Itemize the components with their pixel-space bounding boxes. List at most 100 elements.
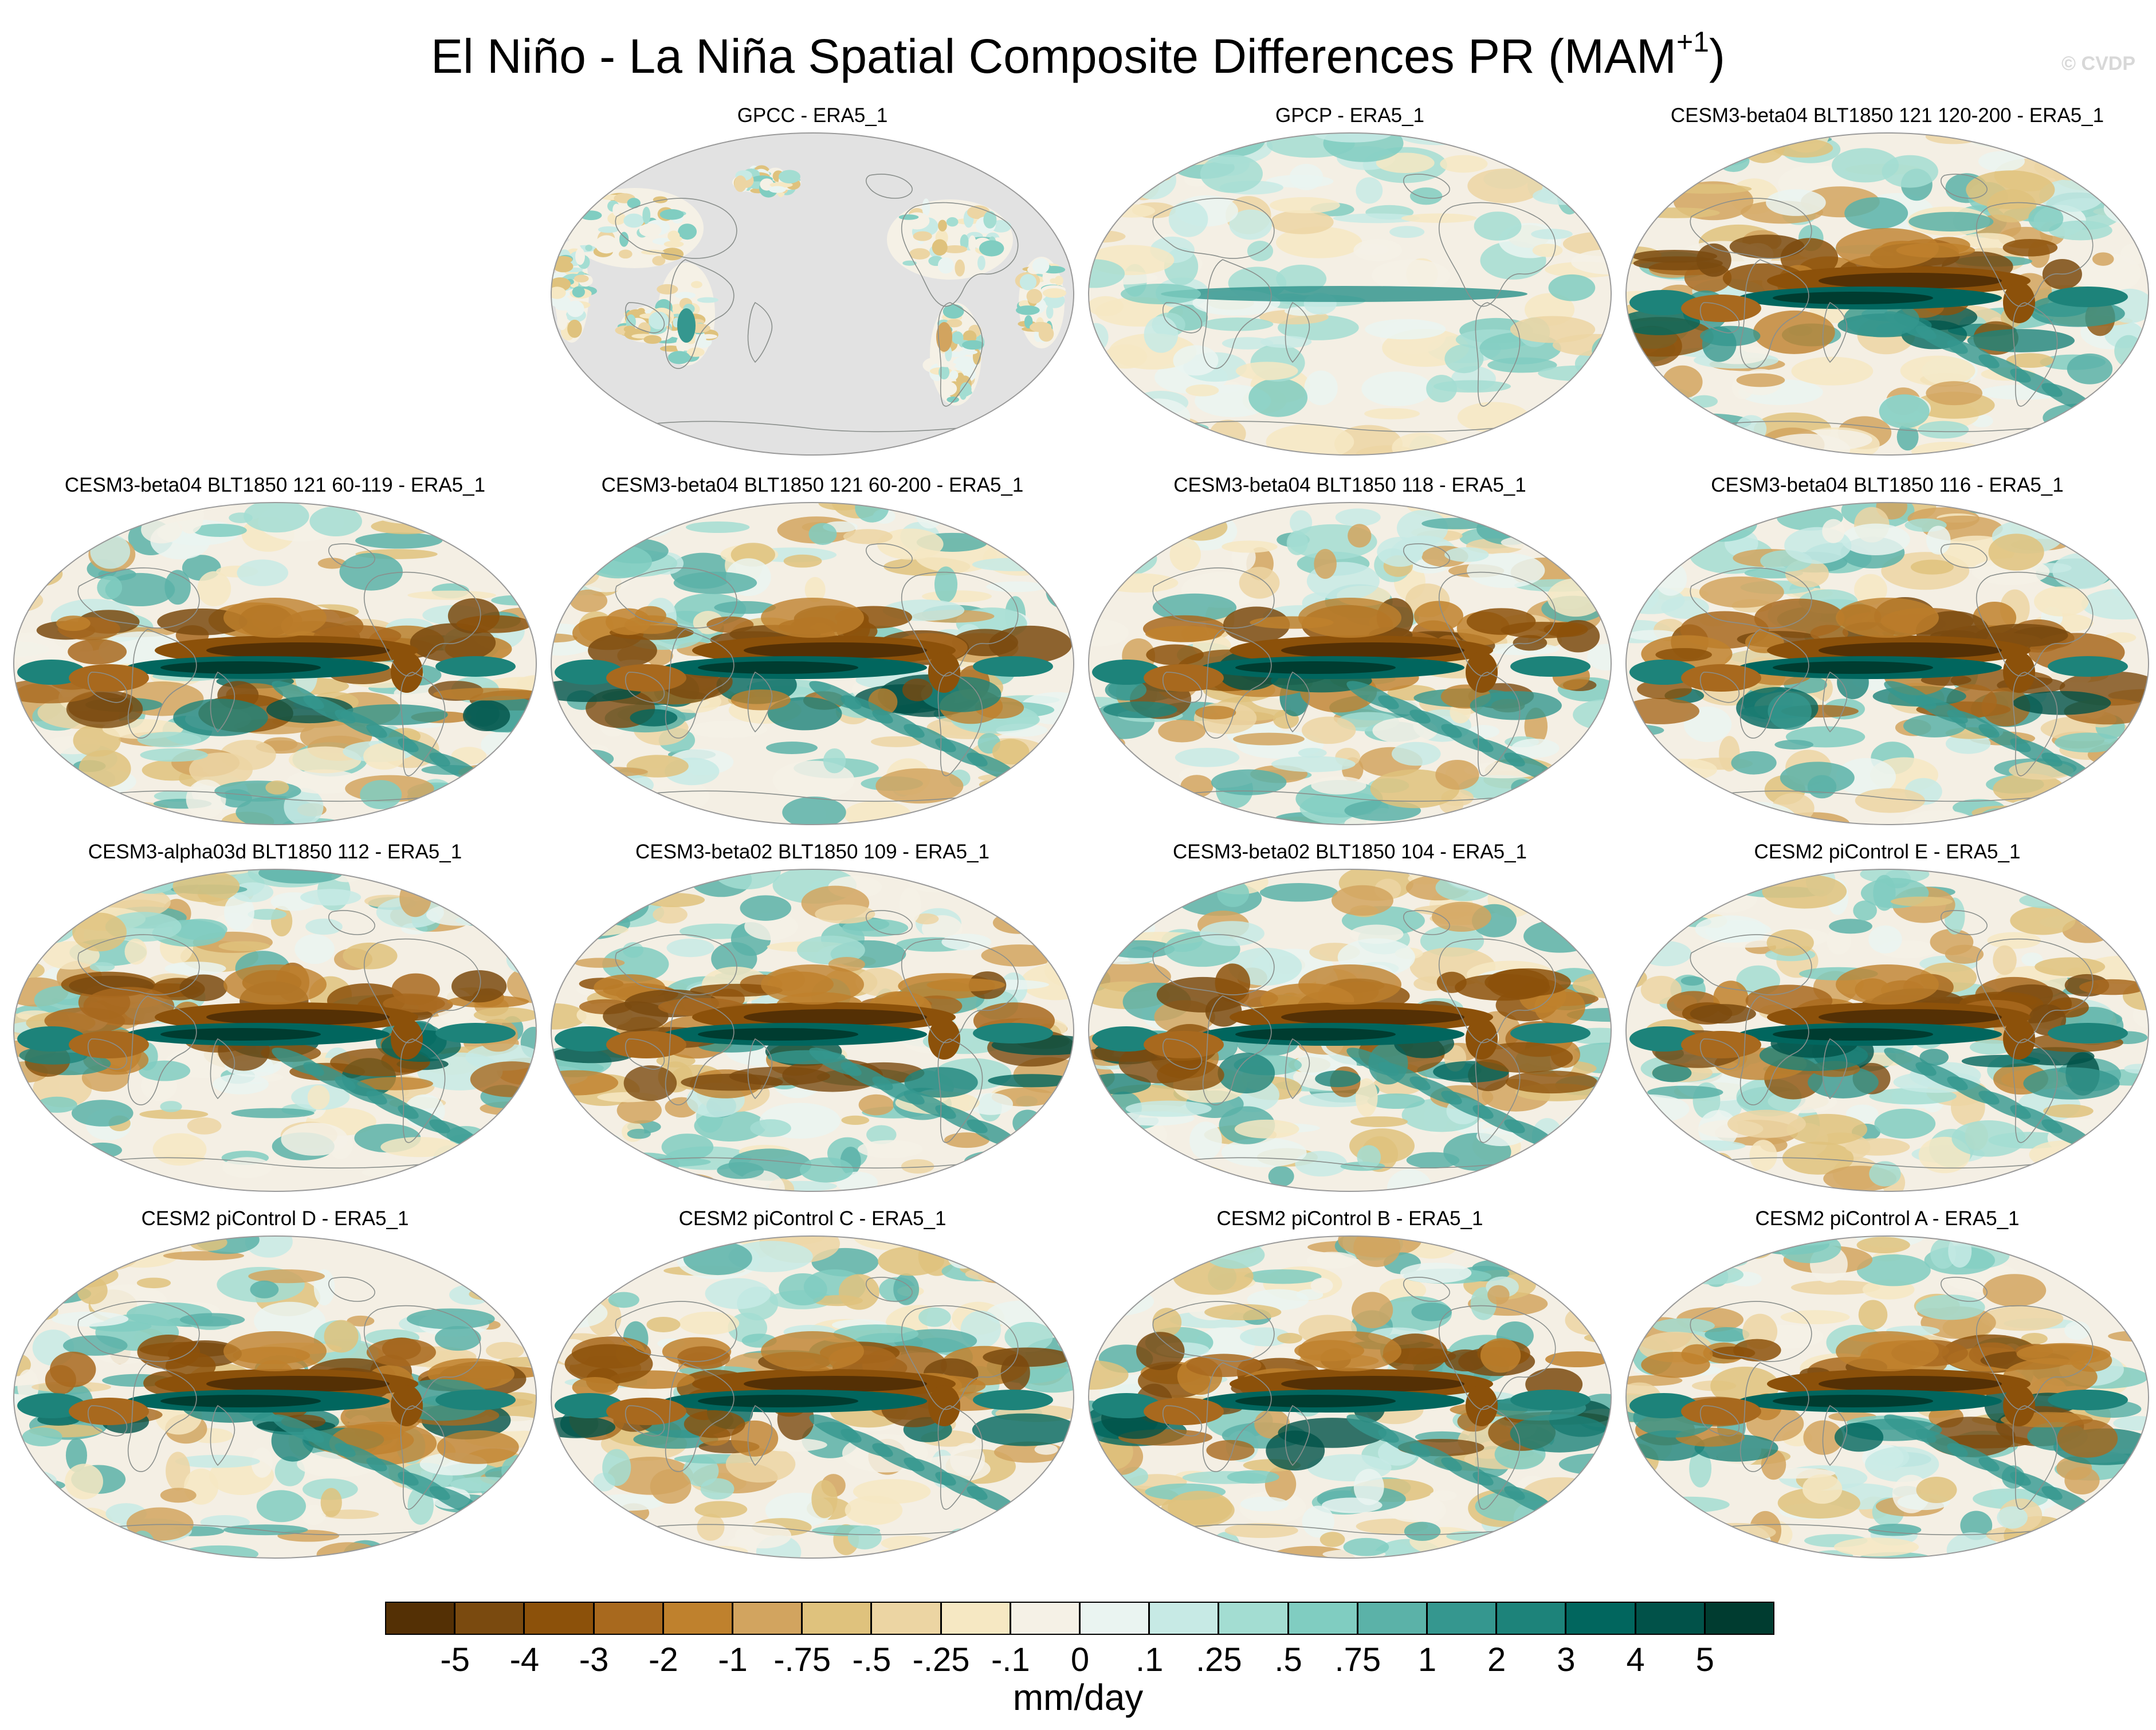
colorbar-box — [1427, 1602, 1497, 1635]
panel-title: CESM3-beta04 BLT1850 118 - ERA5_1 — [1173, 474, 1526, 496]
coastlines — [615, 1277, 1019, 1536]
colorbar-box — [1010, 1602, 1080, 1635]
map-outline — [1625, 869, 2149, 1192]
colorbar-box — [1496, 1602, 1566, 1635]
map-panel: CESM2 piControl A - ERA5_1 — [1624, 1206, 2151, 1562]
coastlines — [615, 543, 1019, 802]
map-panel: CESM2 piControl E - ERA5_1 — [1624, 839, 2151, 1195]
map-outline — [1088, 869, 1612, 1192]
panel-title: CESM3-beta04 BLT1850 121 60-119 - ERA5_1 — [64, 474, 486, 496]
map-panel: GPCC - ERA5_1 — [549, 103, 1076, 458]
map-panel: CESM3-beta02 BLT1850 109 - ERA5_1 — [549, 839, 1076, 1195]
map — [551, 502, 1074, 825]
colorbar-box — [454, 1602, 525, 1635]
map-panel: CESM3-beta02 BLT1850 104 - ERA5_1 — [1086, 839, 1613, 1195]
colorbar-tick-label: 2 — [1487, 1641, 1506, 1678]
colorbar-tick-label: -.75 — [773, 1641, 831, 1678]
colorbar-tick-label: .1 — [1136, 1641, 1164, 1678]
coastlines — [1152, 1277, 1556, 1536]
colorbar-tick-label: 1 — [1417, 1641, 1437, 1678]
map — [551, 132, 1074, 456]
colorbar-box — [1218, 1602, 1289, 1635]
colorbar-box — [1287, 1602, 1358, 1635]
colorbar-box — [1079, 1602, 1150, 1635]
colorbar-box — [593, 1602, 663, 1635]
coastlines — [615, 174, 1019, 433]
colorbar-box — [940, 1602, 1011, 1635]
map — [551, 869, 1074, 1192]
map-panel: CESM3-beta04 BLT1850 118 - ERA5_1 — [1086, 473, 1613, 828]
map-outline — [1088, 502, 1612, 825]
map — [13, 869, 537, 1192]
map-panel: CESM3-beta04 BLT1850 116 - ERA5_1 — [1624, 473, 2151, 828]
panel-title: CESM3-beta04 BLT1850 121 60-200 - ERA5_1 — [601, 474, 1024, 496]
colorbar-box — [385, 1602, 455, 1635]
colorbar-box — [732, 1602, 803, 1635]
colorbar-box — [662, 1602, 733, 1635]
map — [1625, 869, 2149, 1192]
map-panel: CESM2 piControl C - ERA5_1 — [549, 1206, 1076, 1562]
map — [13, 1235, 537, 1559]
colorbar-tick-label: -1 — [718, 1641, 748, 1678]
ocean-mask — [551, 133, 1074, 455]
colorbar-tick-label: -.25 — [912, 1641, 970, 1678]
panel-title: CESM2 piControl A - ERA5_1 — [1755, 1207, 2020, 1230]
panel-title: CESM3-beta04 BLT1850 116 - ERA5_1 — [1711, 474, 2064, 496]
colorbar-tick-label: -3 — [579, 1641, 609, 1678]
coastlines — [1690, 910, 2094, 1169]
coastlines — [1152, 910, 1556, 1169]
map-outline — [1088, 1235, 1612, 1559]
figure-title-closing: ) — [1709, 29, 1725, 83]
colorbar-box — [1704, 1602, 1774, 1635]
figure-title: El Niño - La Niña Spatial Composite Diff… — [0, 15, 2156, 88]
coastlines — [1690, 543, 2094, 802]
colorbar-box — [1357, 1602, 1427, 1635]
map-panel: GPCP - ERA5_1 — [1086, 103, 1613, 458]
map-panel: CESM2 piControl D - ERA5_1 — [11, 1206, 539, 1562]
map — [1088, 132, 1612, 456]
panel-title: CESM3-beta02 BLT1850 109 - ERA5_1 — [635, 841, 990, 863]
colorbar-box — [1565, 1602, 1636, 1635]
colorbar-tick-label: -.1 — [991, 1641, 1030, 1678]
colorbar-tick-label: -.5 — [852, 1641, 892, 1678]
map — [1088, 502, 1612, 825]
map-panel: CESM2 piControl B - ERA5_1 — [1086, 1206, 1613, 1562]
panel-title: GPCC - ERA5_1 — [737, 104, 888, 127]
colorbar-tick-label: -5 — [440, 1641, 470, 1678]
colorbar-tick-label: 5 — [1695, 1641, 1714, 1678]
map-panel: CESM3-beta04 BLT1850 121 60-119 - ERA5_1 — [11, 473, 539, 828]
coastlines — [1690, 1277, 2094, 1536]
map — [1625, 1235, 2149, 1559]
coastlines — [1152, 174, 1556, 433]
map — [13, 502, 537, 825]
colorbar-box — [871, 1602, 941, 1635]
colorbar-box — [1635, 1602, 1705, 1635]
map-outline — [1625, 132, 2149, 456]
panel-title: CESM3-alpha03d BLT1850 112 - ERA5_1 — [88, 841, 462, 863]
figure-title-superscript: +1 — [1676, 26, 1709, 58]
map-outline — [551, 132, 1074, 456]
panel-title: CESM3-beta04 BLT1850 121 120-200 - ERA5_… — [1670, 104, 2104, 127]
panel-title: CESM2 piControl B - ERA5_1 — [1216, 1207, 1483, 1230]
cvdp-watermark: © CVDP — [2061, 53, 2135, 74]
coastlines — [77, 910, 481, 1169]
colorbar-box — [1149, 1602, 1219, 1635]
coastlines — [1152, 543, 1556, 802]
map-outline — [551, 1235, 1074, 1559]
colorbar-box — [802, 1602, 872, 1635]
map-outline — [551, 502, 1074, 825]
figure-title-text: El Niño - La Niña Spatial Composite Diff… — [431, 29, 1676, 83]
colorbar-tick-label: 0 — [1070, 1641, 1090, 1678]
colorbar-box — [524, 1602, 594, 1635]
map-outline — [13, 1235, 537, 1559]
map — [1088, 1235, 1612, 1559]
colorbar-tick-label: .25 — [1196, 1641, 1242, 1678]
map-outline — [1625, 502, 2149, 825]
map — [1625, 132, 2149, 456]
coastlines — [1690, 174, 2094, 433]
map-panel: CESM3-beta04 BLT1850 121 60-200 - ERA5_1 — [549, 473, 1076, 828]
colorbar-tick-label: 3 — [1557, 1641, 1576, 1678]
colorbar-tick-label: 4 — [1626, 1641, 1645, 1678]
map-outline — [13, 502, 537, 825]
